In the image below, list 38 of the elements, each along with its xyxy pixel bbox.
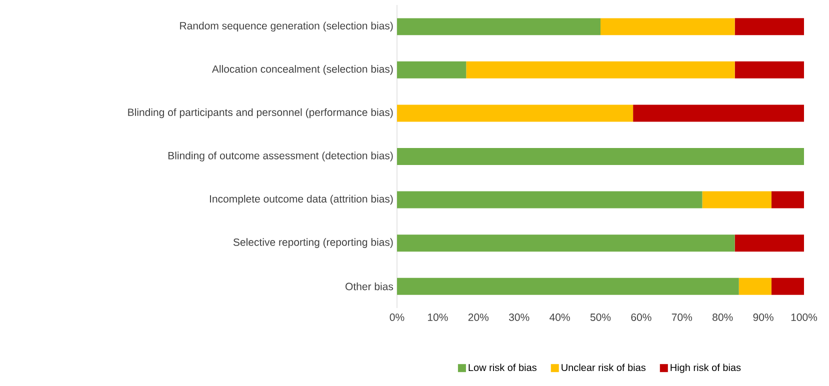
x-tick-label: 100% [791,314,818,321]
x-tick-label: 50% [590,314,611,321]
bar [702,191,772,208]
y-tick-label: Blinding of participants and personnel (performance bias) [128,108,393,118]
bar [397,148,804,166]
bar [734,18,804,36]
x-tick-label: 20% [468,314,489,321]
bar [600,18,735,36]
bar [771,191,804,208]
y-tick-label: Random sequence generation (selection bias) [180,22,393,32]
bar [738,278,772,295]
x-tick-label: 70% [672,314,692,321]
legend-label: Unclear risk of bias [562,364,646,372]
y-tick-label: Other bias [346,282,394,290]
legend-label: Low risk of bias [468,364,536,372]
bar [397,278,739,295]
bar [771,278,804,295]
bar [466,61,735,78]
bar [397,191,702,208]
x-tick-label: 80% [712,314,733,321]
bar [734,234,804,252]
bar [397,18,601,36]
bar [633,104,804,122]
legend-label: High risk of bias [670,364,741,374]
x-tick-label: 10% [428,314,448,321]
bar [397,61,466,78]
bar [734,61,804,78]
y-tick-label: Allocation concealment (selection bias) [212,65,393,75]
x-tick-label: 90% [753,314,774,321]
bar [397,234,735,252]
x-tick-label: 0% [390,314,404,321]
y-tick-label: Selective reporting (reporting bias) [233,238,393,248]
x-tick-label: 30% [508,314,530,321]
y-tick-label: Blinding of outcome assessment (detection bias) [168,152,393,162]
x-tick-label: 40% [550,314,570,321]
y-tick-label: Incomplete outcome data (attrition bias) [210,194,393,205]
x-tick-label: 60% [631,314,652,321]
bar [397,104,634,122]
